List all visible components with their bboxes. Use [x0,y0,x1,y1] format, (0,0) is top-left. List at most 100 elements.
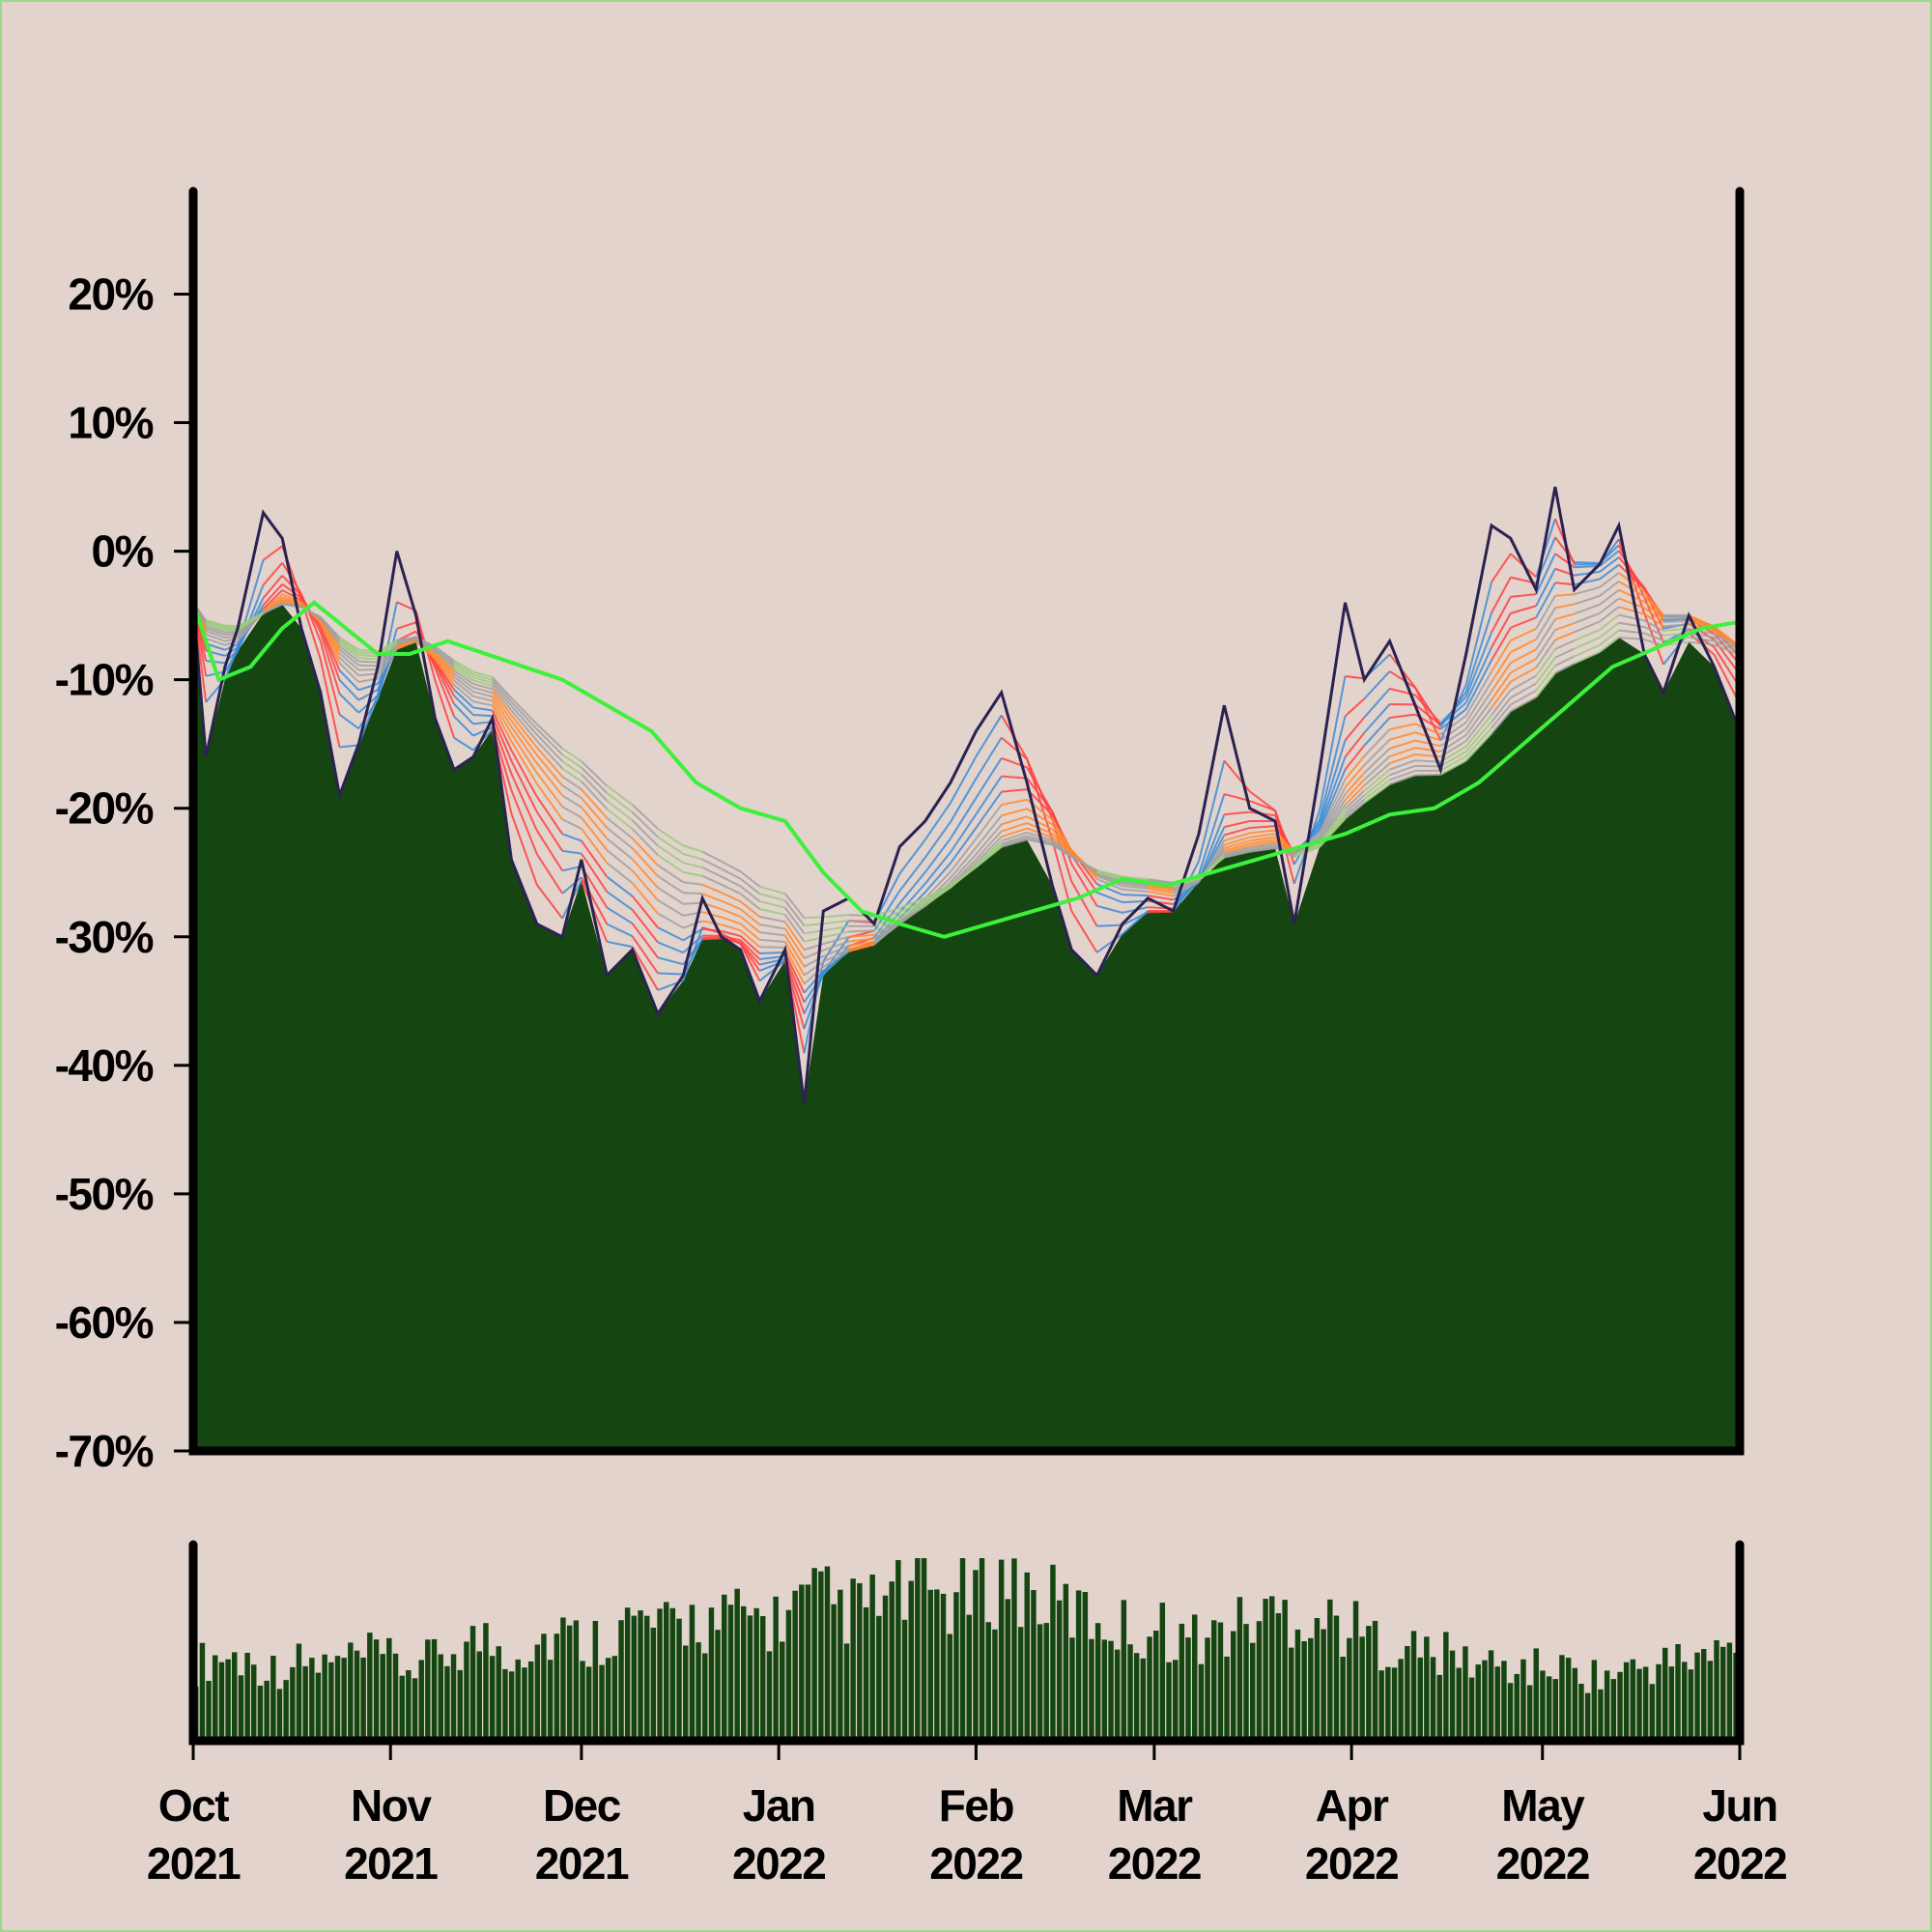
volume-bar [934,1589,940,1741]
y-tick-label: -50% [55,1169,154,1219]
ribbon-segment [1491,703,1512,729]
ribbon-segment [1510,674,1537,692]
ribbon-segment [338,648,359,667]
volume-bar [908,1580,914,1741]
ribbon-segment [923,851,952,885]
volume-bar [1623,1662,1630,1741]
ribbon-segment [536,723,563,750]
ribbon-segment [1510,627,1537,641]
ribbon-segment [631,935,659,975]
volume-bar [979,1558,985,1741]
volume-bar [760,1616,766,1741]
ribbon-segment [1643,590,1664,616]
ribbon-segment [453,679,474,697]
ribbon-segment [1001,837,1028,847]
ribbon-segment [510,696,538,725]
ribbon-segment [631,869,659,901]
ribbon-segment [1051,836,1072,856]
volume-bar [966,1614,972,1741]
ribbon-segment [1491,553,1512,583]
x-tick-label-year: 2022 [1305,1838,1398,1889]
ribbon-segment [702,937,722,941]
volume-bar [547,1660,554,1741]
ribbon-segment [683,870,703,877]
ribbon-segment [1319,793,1347,838]
ribbon-segment [510,725,538,764]
volume-bar [450,1654,457,1741]
volume-bar [1417,1657,1423,1741]
ribbon-segment [898,883,926,914]
ribbon-segment [1554,631,1576,641]
ribbon-segment [631,909,659,944]
ribbon-segment [1198,793,1226,875]
ribbon-segment [606,808,634,830]
ribbon-segment [739,916,761,933]
ribbon-segment [581,797,609,829]
volume-bar [1101,1639,1108,1741]
ribbon-segment [606,849,634,872]
ribbon-segment [923,838,952,873]
volume-bar [1121,1600,1127,1741]
ribbon-segment [1249,847,1276,853]
ribbon-segment [657,887,684,905]
ribbon-segment [739,885,760,902]
volume-bar [611,1656,618,1741]
ribbon-segment [783,941,806,977]
ribbon-segment [205,625,226,634]
ribbon-segment [1249,846,1276,852]
ribbon-segment [1574,594,1601,606]
ribbon-segment [1363,738,1391,766]
y-tick-label: -30% [55,912,154,962]
volume-bar [889,1581,895,1741]
ribbon-segment [1051,828,1072,853]
volume-bar [895,1560,901,1741]
volume-bar [1662,1647,1668,1741]
x-tick-label-year: 2022 [1693,1838,1786,1889]
ribbon-segment [975,776,1003,815]
x-tick-label-month: May [1501,1780,1585,1831]
ribbon-segment [434,655,455,678]
ribbon-segment [1491,596,1512,634]
volume-bar [734,1588,740,1741]
ribbon-segment [1095,933,1123,953]
ribbon-segment [1026,778,1054,812]
ribbon-segment [606,875,634,897]
ribbon-segment [1096,891,1123,903]
ribbon-segment [1574,603,1601,615]
ribbon-segment [606,800,634,821]
ribbon-segment [682,934,703,953]
ribbon-segment [1554,647,1576,659]
ribbon-segment [1599,637,1620,653]
volume-bar [1114,1649,1121,1741]
ribbon-segment [975,830,1003,861]
volume-bar [270,1656,276,1741]
ribbon-segment [739,893,760,910]
ribbon-segment [1122,885,1149,890]
ribbon-segment [1535,648,1556,677]
volume-bar [747,1615,753,1741]
ribbon-segment [721,867,742,880]
ribbon-segment [1491,662,1512,693]
ribbon-segment [950,866,977,886]
volume-bar [399,1675,405,1741]
ribbon-segment [804,923,824,927]
volume-bar [1217,1622,1224,1741]
ribbon-segment [561,760,582,776]
ribbon-segment [581,816,609,851]
ribbon-segment [561,784,582,799]
ribbon-segment [1389,731,1416,741]
volume-bar [753,1607,759,1741]
ribbon-segment [873,923,900,943]
ribbon-segment [759,893,785,902]
ribbon-segment [1535,618,1556,650]
ribbon-segment [1439,727,1467,748]
volume-bar [328,1662,334,1741]
ribbon-segment [606,792,634,813]
volume-bar [1198,1663,1205,1741]
ribbon-segment [701,920,723,926]
ribbon-segment [759,959,786,972]
volume-bar [715,1630,721,1741]
ribbon-segment [1464,670,1492,717]
ribbon-segment [1249,825,1276,830]
